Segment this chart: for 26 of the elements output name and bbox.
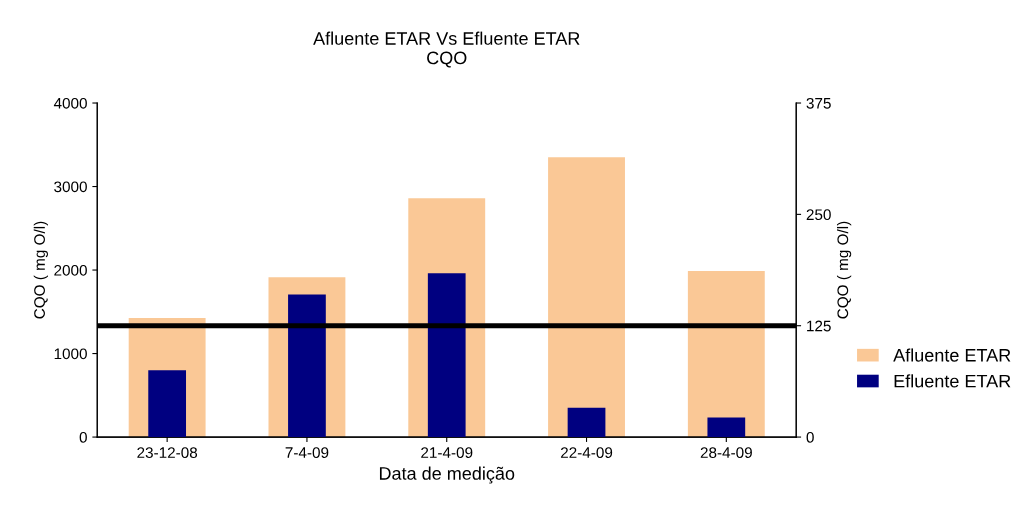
y-tick-label: 0	[79, 431, 87, 443]
y-tick-label: 2000	[54, 264, 87, 276]
x-tick-label: 21-4-09	[421, 447, 473, 459]
x-axis-title: Data de medição	[379, 466, 515, 484]
y-tick-label: 1000	[54, 348, 87, 360]
y-axis-title: CQO ( mg O/l)	[33, 221, 48, 319]
bar	[427, 273, 466, 438]
legend-label: Efluente ETAR	[894, 374, 1011, 388]
y2-tick-label: 375	[806, 97, 831, 109]
y-tick-label: 3000	[54, 181, 87, 193]
y2-axis-title: CQO ( mg O/l)	[836, 221, 852, 319]
legend-label: Afluente ETAR	[893, 348, 1011, 362]
bar	[148, 370, 187, 438]
x-tick-label: 28-4-09	[700, 447, 752, 459]
x-tick-label: 22-4-09	[560, 447, 613, 459]
y2-tick-label: 0	[806, 431, 814, 443]
bar	[707, 417, 746, 438]
bar	[687, 270, 765, 438]
x-tick-label: 7-4-09	[285, 447, 329, 459]
y2-tick-label: 250	[806, 209, 831, 221]
x-tick-label: 23-12-08	[137, 447, 198, 459]
y2-tick-label: 125	[807, 320, 831, 332]
y-tick-label: 4000	[53, 97, 87, 109]
chart-title: Afluente ETAR Vs Efluente ETAR CQO	[313, 31, 580, 68]
bar	[567, 407, 606, 438]
bar	[548, 157, 625, 438]
